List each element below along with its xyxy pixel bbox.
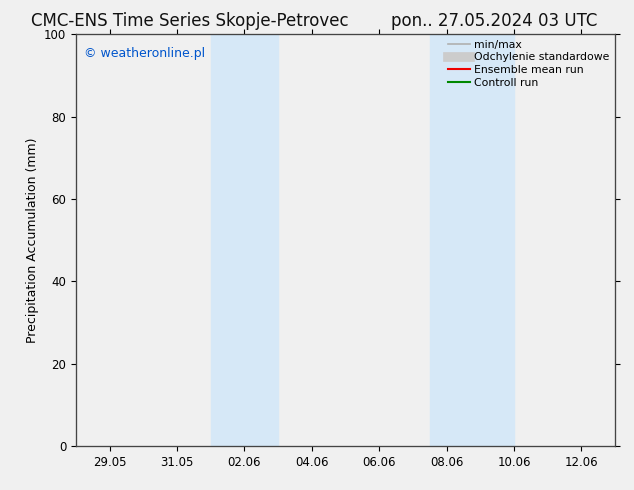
Text: © weatheronline.pl: © weatheronline.pl: [84, 47, 205, 60]
Y-axis label: Precipitation Accumulation (mm): Precipitation Accumulation (mm): [25, 137, 39, 343]
Text: pon.. 27.05.2024 03 UTC: pon.. 27.05.2024 03 UTC: [391, 12, 598, 30]
Text: CMC-ENS Time Series Skopje-Petrovec: CMC-ENS Time Series Skopje-Petrovec: [32, 12, 349, 30]
Legend: min/max, Odchylenie standardowe, Ensemble mean run, Controll run: min/max, Odchylenie standardowe, Ensembl…: [448, 40, 609, 88]
Bar: [210, 34, 278, 446]
Bar: [430, 34, 514, 446]
